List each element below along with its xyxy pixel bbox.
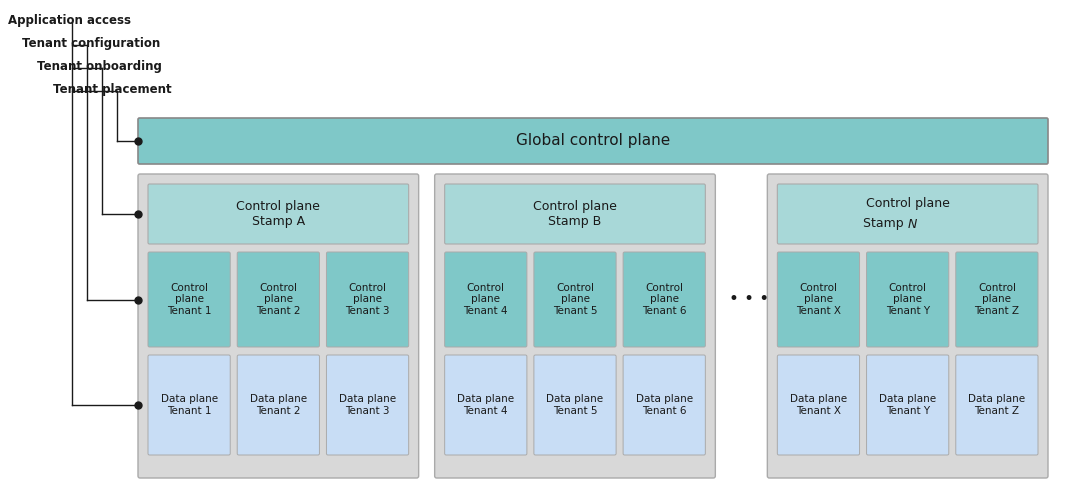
Text: Control
plane
Tenant Y: Control plane Tenant Y bbox=[885, 283, 930, 316]
Text: Control
plane
Tenant X: Control plane Tenant X bbox=[796, 283, 841, 316]
FancyBboxPatch shape bbox=[148, 184, 408, 244]
Text: Control
plane
Tenant 4: Control plane Tenant 4 bbox=[464, 283, 508, 316]
Text: Control plane
Stamp A: Control plane Stamp A bbox=[236, 200, 321, 228]
FancyBboxPatch shape bbox=[533, 355, 616, 455]
FancyBboxPatch shape bbox=[867, 355, 949, 455]
Text: Tenant configuration: Tenant configuration bbox=[22, 37, 160, 50]
FancyBboxPatch shape bbox=[148, 355, 230, 455]
FancyBboxPatch shape bbox=[533, 252, 616, 347]
FancyBboxPatch shape bbox=[623, 355, 706, 455]
FancyBboxPatch shape bbox=[326, 355, 408, 455]
FancyBboxPatch shape bbox=[623, 252, 706, 347]
FancyBboxPatch shape bbox=[237, 252, 320, 347]
Text: Data plane
Tenant X: Data plane Tenant X bbox=[790, 394, 847, 416]
Text: • • •: • • • bbox=[729, 290, 770, 309]
FancyBboxPatch shape bbox=[445, 252, 527, 347]
FancyBboxPatch shape bbox=[777, 184, 1038, 244]
Text: Stamp: Stamp bbox=[863, 217, 908, 231]
Text: Control
plane
Tenant 1: Control plane Tenant 1 bbox=[167, 283, 212, 316]
Text: Global control plane: Global control plane bbox=[516, 134, 670, 148]
FancyBboxPatch shape bbox=[435, 174, 715, 478]
Text: Tenant placement: Tenant placement bbox=[53, 83, 172, 96]
Text: Application access: Application access bbox=[7, 14, 131, 27]
FancyBboxPatch shape bbox=[148, 252, 230, 347]
FancyBboxPatch shape bbox=[445, 184, 706, 244]
Text: Data plane
Tenant 5: Data plane Tenant 5 bbox=[546, 394, 604, 416]
FancyBboxPatch shape bbox=[777, 355, 859, 455]
FancyBboxPatch shape bbox=[138, 118, 1048, 164]
FancyBboxPatch shape bbox=[777, 252, 859, 347]
Text: Data plane
Tenant Y: Data plane Tenant Y bbox=[879, 394, 936, 416]
Text: Tenant onboarding: Tenant onboarding bbox=[37, 60, 161, 73]
FancyBboxPatch shape bbox=[867, 252, 949, 347]
FancyBboxPatch shape bbox=[237, 355, 320, 455]
Text: N: N bbox=[908, 217, 917, 231]
Text: Control
plane
Tenant 6: Control plane Tenant 6 bbox=[642, 283, 686, 316]
Text: Data plane
Tenant 4: Data plane Tenant 4 bbox=[458, 394, 514, 416]
Text: Data plane
Tenant 2: Data plane Tenant 2 bbox=[250, 394, 307, 416]
Text: Data plane
Tenant 3: Data plane Tenant 3 bbox=[339, 394, 397, 416]
Text: Control
plane
Tenant 5: Control plane Tenant 5 bbox=[553, 283, 598, 316]
Text: Data plane
Tenant Z: Data plane Tenant Z bbox=[969, 394, 1025, 416]
Text: Data plane
Tenant 6: Data plane Tenant 6 bbox=[636, 394, 693, 416]
Text: Data plane
Tenant 1: Data plane Tenant 1 bbox=[160, 394, 218, 416]
FancyBboxPatch shape bbox=[445, 355, 527, 455]
FancyBboxPatch shape bbox=[326, 252, 408, 347]
Text: Control plane: Control plane bbox=[866, 198, 949, 211]
Text: Control
plane
Tenant Z: Control plane Tenant Z bbox=[974, 283, 1020, 316]
FancyBboxPatch shape bbox=[138, 174, 419, 478]
Text: Control plane
Stamp B: Control plane Stamp B bbox=[533, 200, 617, 228]
FancyBboxPatch shape bbox=[956, 355, 1038, 455]
FancyBboxPatch shape bbox=[768, 174, 1048, 478]
Text: Control
plane
Tenant 3: Control plane Tenant 3 bbox=[345, 283, 390, 316]
FancyBboxPatch shape bbox=[956, 252, 1038, 347]
Text: Control
plane
Tenant 2: Control plane Tenant 2 bbox=[257, 283, 300, 316]
